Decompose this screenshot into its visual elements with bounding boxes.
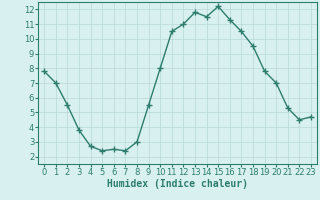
X-axis label: Humidex (Indice chaleur): Humidex (Indice chaleur) — [107, 179, 248, 189]
